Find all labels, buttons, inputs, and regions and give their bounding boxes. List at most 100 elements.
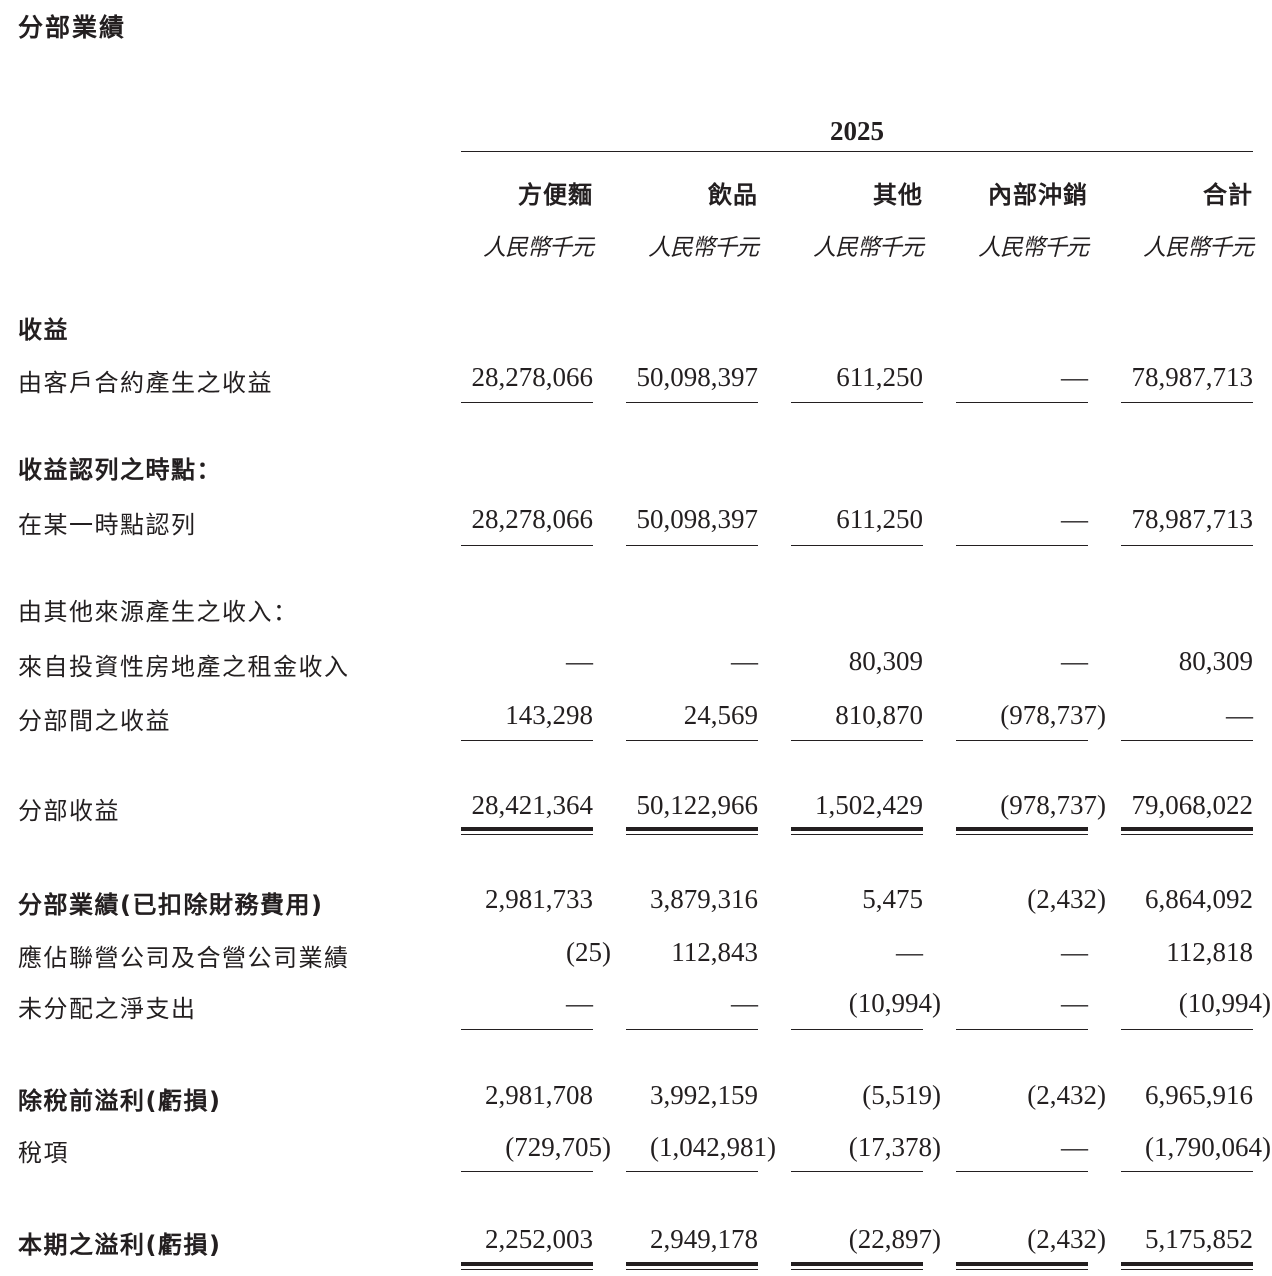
row-label: 應佔聯營公司及合營公司業績 — [18, 944, 350, 972]
underline — [626, 545, 758, 546]
underline — [791, 402, 923, 403]
table-cell: — — [1061, 362, 1088, 392]
table-cell: 28,421,364 — [471, 790, 594, 820]
row-label: 分部間之收益 — [18, 707, 171, 735]
table-cell: (2,432) — [1027, 884, 1106, 914]
table-cell: — — [1061, 937, 1088, 967]
column-header: 內部沖銷 — [988, 181, 1088, 209]
row-label: 本期之溢利(虧損) — [18, 1231, 222, 1259]
underline — [1121, 1029, 1253, 1030]
row-label: 分部收益 — [18, 797, 120, 825]
table-cell: (22,897) — [848, 1224, 941, 1254]
table-cell: (25) — [566, 937, 611, 967]
table-cell: 78,987,713 — [1131, 362, 1254, 392]
double-underline — [956, 827, 1088, 835]
double-underline — [1121, 1262, 1253, 1270]
column-unit: 人民幣千元 — [483, 235, 594, 261]
table-cell: 2,252,003 — [485, 1224, 593, 1254]
table-cell: 2,981,733 — [485, 884, 593, 914]
row-label: 未分配之淨支出 — [18, 995, 197, 1023]
underline — [956, 545, 1088, 546]
table-cell: 50,098,397 — [636, 504, 759, 534]
column-header: 合計 — [1203, 181, 1253, 209]
table-cell: 78,987,713 — [1131, 504, 1254, 534]
table-cell: (1,790,064) — [1145, 1132, 1271, 1162]
table-cell: 3,879,316 — [650, 884, 758, 914]
year-header: 2025 — [830, 116, 884, 146]
column-unit: 人民幣千元 — [978, 235, 1089, 261]
table-cell: (729,705) — [505, 1132, 611, 1162]
underline — [956, 1171, 1088, 1172]
table-cell: 24,569 — [683, 700, 758, 730]
underline — [1121, 545, 1253, 546]
column-unit: 人民幣千元 — [1143, 235, 1254, 261]
table-cell: — — [566, 646, 593, 676]
table-cell: — — [1061, 988, 1088, 1018]
table-cell: 143,298 — [505, 700, 593, 730]
table-cell: 3,992,159 — [650, 1080, 758, 1110]
underline — [626, 1029, 758, 1030]
column-header: 其他 — [873, 181, 923, 209]
underline — [626, 402, 758, 403]
column-header: 方便麵 — [518, 181, 593, 209]
table-cell: 50,098,397 — [636, 362, 759, 392]
underline — [791, 1029, 923, 1030]
table-cell: — — [1226, 700, 1253, 730]
table-cell: (2,432) — [1027, 1080, 1106, 1110]
underline — [461, 1029, 593, 1030]
row-label: 除稅前溢利(虧損) — [18, 1087, 222, 1115]
section-title: 分部業績 — [18, 13, 127, 42]
table-cell: (10,994) — [848, 988, 941, 1018]
row-label: 收益 — [18, 316, 69, 344]
table-cell: 2,981,708 — [485, 1080, 593, 1110]
row-label: 分部業績(已扣除財務費用) — [18, 891, 324, 919]
underline — [791, 545, 923, 546]
row-label: 稅項 — [18, 1139, 69, 1167]
table-cell: 79,068,022 — [1131, 790, 1254, 820]
table-cell: 2,949,178 — [650, 1224, 758, 1254]
table-cell: 80,309 — [848, 646, 923, 676]
table-cell: 611,250 — [836, 362, 923, 392]
double-underline — [461, 827, 593, 835]
column-unit: 人民幣千元 — [648, 235, 759, 261]
table-cell: 80,309 — [1178, 646, 1253, 676]
underline — [1121, 402, 1253, 403]
table-cell: — — [1061, 504, 1088, 534]
underline — [1121, 740, 1253, 741]
table-cell: 1,502,429 — [815, 790, 923, 820]
table-cell: — — [1061, 1132, 1088, 1162]
double-underline — [1121, 827, 1253, 835]
table-cell: — — [896, 937, 923, 967]
table-cell: 28,278,066 — [471, 362, 594, 392]
table-cell: 50,122,966 — [636, 790, 759, 820]
double-underline — [626, 827, 758, 835]
row-label: 在某一時點認列 — [18, 511, 197, 539]
table-cell: — — [1061, 646, 1088, 676]
table-cell: (5,519) — [862, 1080, 941, 1110]
table-cell: 5,475 — [862, 884, 923, 914]
table-cell: 112,818 — [1166, 937, 1253, 967]
table-cell: 6,864,092 — [1145, 884, 1253, 914]
table-cell: (978,737) — [1000, 700, 1106, 730]
table-cell: 5,175,852 — [1145, 1224, 1253, 1254]
table-cell: (2,432) — [1027, 1224, 1106, 1254]
underline — [956, 402, 1088, 403]
column-header: 飲品 — [708, 181, 758, 209]
table-cell: 112,843 — [671, 937, 758, 967]
table-cell: 810,870 — [835, 700, 923, 730]
underline — [791, 1171, 923, 1172]
table-cell: 6,965,916 — [1145, 1080, 1253, 1110]
table-cell: (10,994) — [1178, 988, 1271, 1018]
row-label: 收益認列之時點： — [18, 456, 222, 484]
underline — [791, 740, 923, 741]
underline — [956, 1029, 1088, 1030]
underline — [956, 740, 1088, 741]
table-cell: 28,278,066 — [471, 504, 594, 534]
underline — [461, 402, 593, 403]
table-cell: (17,378) — [848, 1132, 941, 1162]
double-underline — [791, 827, 923, 835]
double-underline — [791, 1262, 923, 1270]
table-cell: — — [731, 646, 758, 676]
double-underline — [956, 1262, 1088, 1270]
row-label: 來自投資性房地產之租金收入 — [18, 653, 350, 681]
